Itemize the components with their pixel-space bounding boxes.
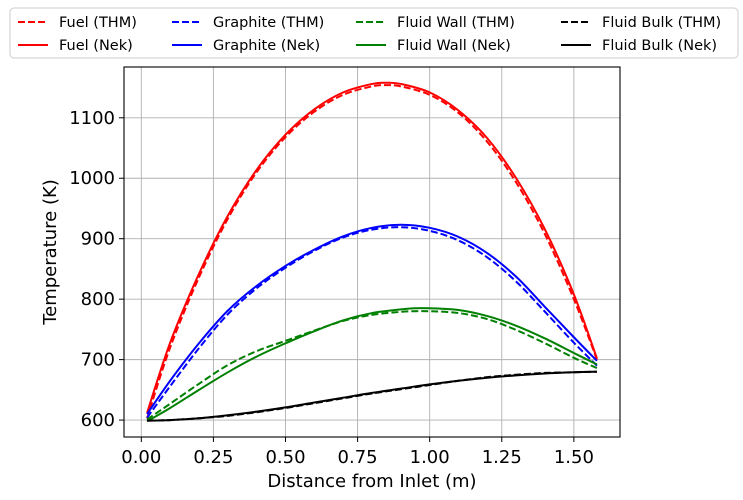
y-tick-label: 900	[81, 229, 115, 250]
y-tick-label: 600	[81, 410, 115, 431]
y-axis-title: Temperature (K)	[40, 179, 61, 326]
series-line-graphite-nek	[146, 223, 598, 415]
series-lines	[146, 81, 598, 423]
x-axis-title: Distance from Inlet (m)	[267, 471, 476, 492]
series-line-fluid-wall-thm	[146, 310, 598, 421]
legend-label-graphite-thm: Graphite (THM)	[213, 15, 324, 31]
y-tick-label: 1100	[69, 108, 115, 129]
series-line-fuel-nek	[146, 81, 598, 414]
x-tick-label: 1.25	[482, 447, 522, 468]
x-tick-label: 0.00	[121, 447, 161, 468]
x-tick-label: 1.50	[554, 447, 594, 468]
legend-label-fluid-bulk-nek: Fluid Bulk (Nek)	[602, 38, 717, 54]
x-tick-label: 0.50	[265, 447, 305, 468]
plot-area-frame	[123, 66, 621, 438]
legend-label-fuel-nek: Fuel (Nek)	[59, 38, 133, 54]
legend-label-graphite-nek: Graphite (Nek)	[213, 38, 320, 54]
legend-label-fluid-bulk-thm: Fluid Bulk (THM)	[602, 15, 721, 31]
legend: Fuel (THM) Fuel (Nek) Graphite (THM) Graphi…	[9, 7, 739, 59]
x-tick-label: 1.00	[410, 447, 450, 468]
legend-label-fuel-thm: Fuel (THM)	[59, 15, 137, 31]
y-tick-label: 1000	[69, 168, 115, 189]
series-line-graphite-thm	[146, 226, 598, 419]
x-tick-label: 0.75	[338, 447, 378, 468]
series-line-fluid-bulk-nek	[147, 370, 597, 422]
legend-label-fluid-wall-thm: Fluid Wall (THM)	[397, 15, 515, 31]
series-line-fuel-thm	[146, 84, 598, 419]
legend-label-fluid-wall-nek: Fluid Wall (Nek)	[397, 38, 511, 54]
axis-ticks: 0.00 0.25 0.50 0.75 1.00 1.25 1.50 600 700 800 900…	[69, 108, 594, 468]
y-tick-label: 800	[81, 289, 115, 310]
y-tick-label: 700	[81, 350, 115, 371]
x-tick-label: 0.25	[193, 447, 233, 468]
series-line-fluid-wall-nek	[146, 307, 598, 423]
